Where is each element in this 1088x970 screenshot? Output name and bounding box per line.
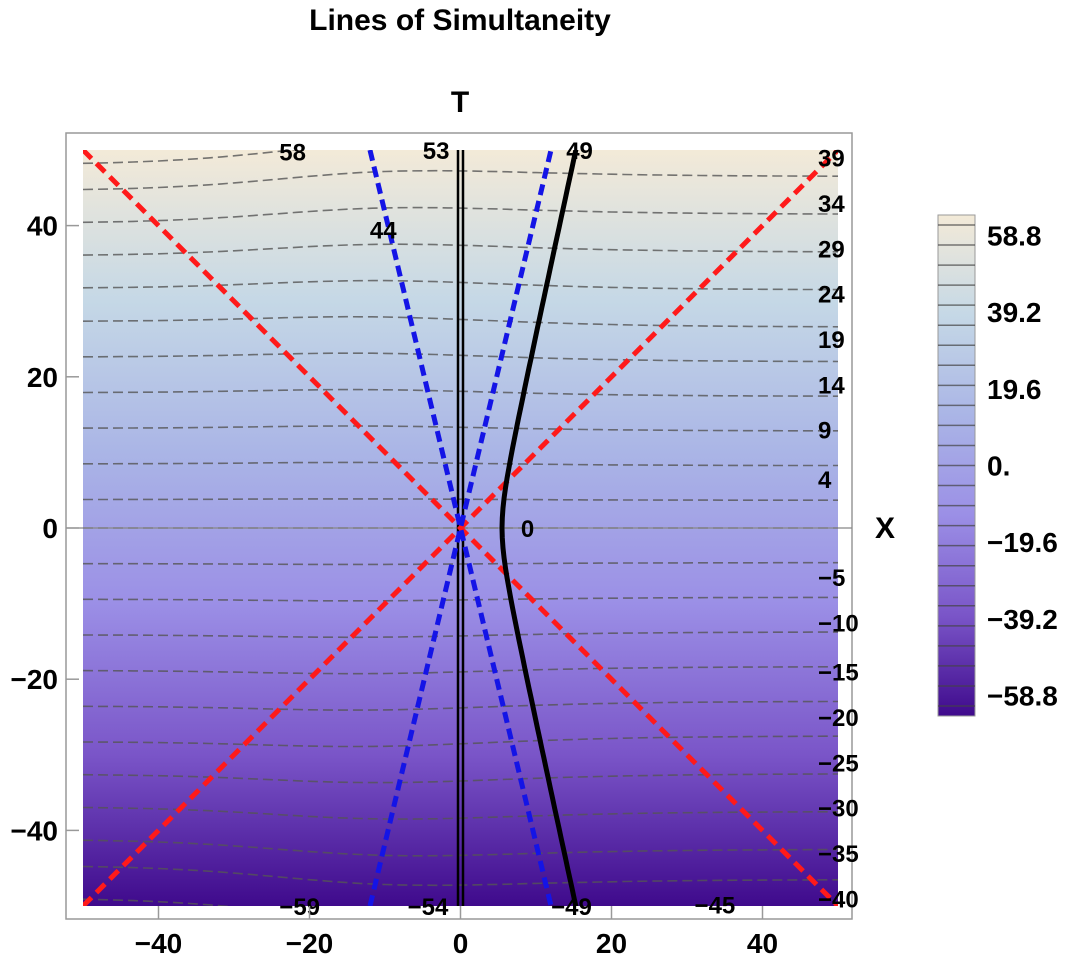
contour-line [83,806,838,820]
x-tick-label: −40 [135,928,183,959]
contour-label: 53 [423,138,450,165]
contour-label: −49 [551,894,592,921]
contour-line [83,498,838,501]
observer-axis-line [367,150,554,906]
colorbar-level-lines [938,224,975,707]
contour-line [83,206,838,224]
colorbar-label: −39.2 [987,604,1058,635]
contour-label: −10 [818,611,859,638]
hyperbola-worldline [499,150,579,906]
x-tick-label: −20 [286,928,334,959]
colorbar-label: 0. [987,451,1010,482]
contour-label: −35 [818,841,859,868]
contour-label: 44 [370,217,397,244]
contour-label: 14 [818,372,845,399]
colorbar-label: −58.8 [987,681,1058,712]
contour-line [83,150,300,165]
contour-line [83,315,838,328]
contour-line [83,735,838,748]
contour-line [83,561,838,566]
contour-line [83,461,838,467]
contour-line [83,352,838,363]
contour-label: 19 [818,327,845,354]
contour-label: −40 [818,886,859,913]
contour-line [83,596,838,602]
contour-label: −45 [695,892,736,919]
colorbar-label: −19.6 [987,527,1058,558]
y-tick-label: −20 [11,664,59,695]
contour-line [83,243,838,256]
contour-label: 34 [818,191,845,218]
x-axis-label: X [875,512,895,545]
contour-label: 58 [279,140,306,167]
contour-label: −15 [818,660,859,687]
contour-label: −25 [818,750,859,777]
y-tick-label: −40 [11,815,59,846]
light-cone-line [83,150,838,906]
contour-line [83,631,838,639]
x-tick-label: 0 [453,928,469,959]
overlay-curves [83,150,838,906]
contour-line [83,700,838,711]
contour-line [83,169,838,191]
contour-label: −59 [279,894,320,921]
x-axis-ticks: −40 −20 0 20 40 [135,906,778,959]
contour-label: 0 [521,516,534,543]
observer-axis-line [367,150,554,906]
contour-label: −20 [818,705,859,732]
plot-frame [65,132,853,920]
contour-label: −5 [818,565,845,592]
colorbar-label: 58.8 [987,220,1042,251]
y-tick-label: 20 [27,362,58,393]
contour-line [83,839,838,857]
y-tick-label: 40 [27,211,58,242]
contour-line [83,425,838,432]
contour-lines [83,150,838,906]
contour-label: 39 [818,146,845,173]
contour-line [83,388,838,397]
y-tick-label: 0 [42,513,58,544]
contour-line [83,865,838,887]
chart-title: Lines of Simultaneity [309,4,611,37]
contour-label: 9 [818,418,831,445]
x-tick-label: 20 [596,928,627,959]
x-tick-label: 40 [747,928,778,959]
colorbar-label: 39.2 [987,297,1042,328]
contour-label: 24 [818,282,845,309]
contour-line [83,898,232,906]
contour-labels: 58 53 49 44 39 34 29 24 19 14 9 4 0 −5 −10 −15 −20 −25 −30… [279,138,858,921]
y-axis-ticks: 40 20 0 −20 −40 [11,211,79,846]
contour-line [83,666,838,675]
contour-label: −30 [818,796,859,823]
contour-label: −54 [408,894,449,921]
contour-label: 49 [566,138,593,165]
contour-label: 4 [818,467,832,494]
colorbar-labels: 58.8 39.2 19.6 0. −19.6 −39.2 −58.8 [987,220,1058,711]
y-axis-label: T [451,86,469,119]
contour-label: 29 [818,236,845,263]
colorbar-label: 19.6 [987,374,1042,405]
contour-line [83,279,838,291]
